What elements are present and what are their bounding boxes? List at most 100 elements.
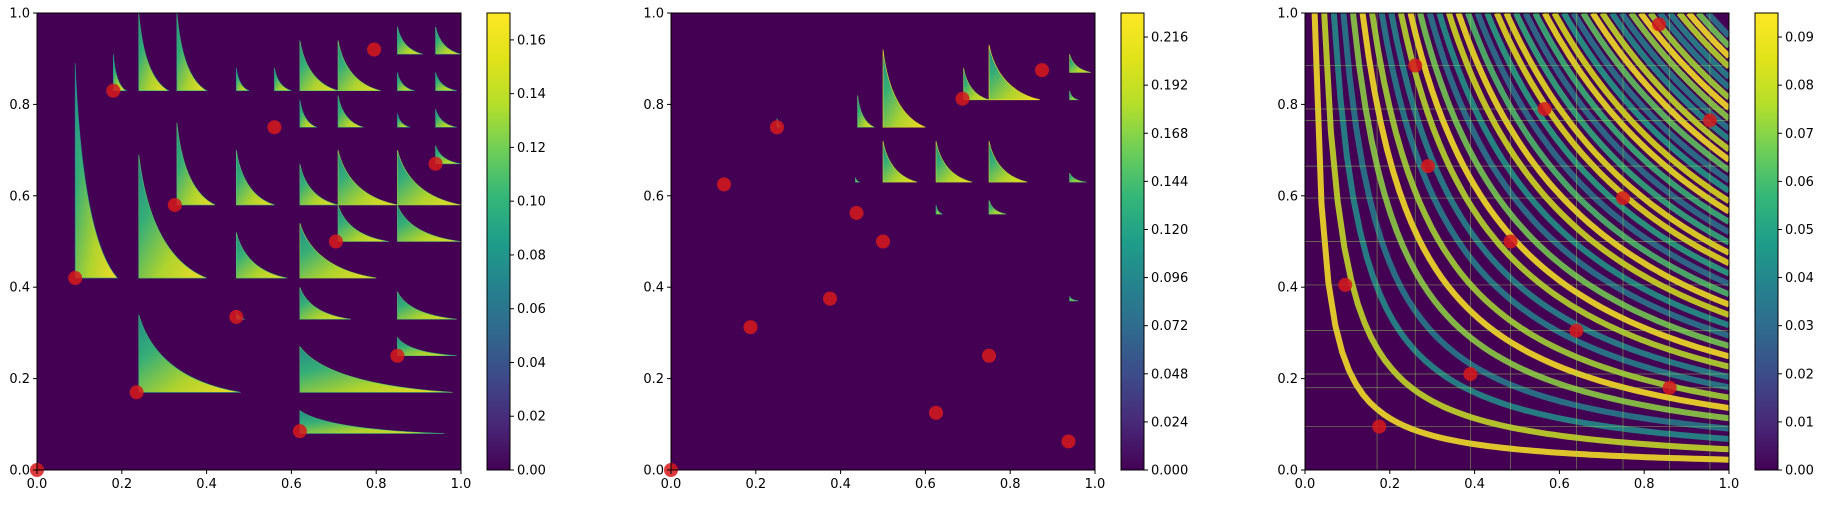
region-1-3 <box>176 12 208 91</box>
contour-band-34 <box>1628 13 1729 121</box>
sample-point-2-5 <box>849 205 864 220</box>
contour-band-30 <box>1590 13 1729 163</box>
y-tick-label: 0.2 <box>1277 372 1298 387</box>
colorbar-tick-label: 0.10 <box>517 195 546 210</box>
contour-band-40 <box>1686 13 1729 59</box>
region-1-5 <box>274 67 292 91</box>
plot-frame-3 <box>1304 12 1730 471</box>
sample-point-2-10 <box>1035 63 1049 78</box>
contour-band-15 <box>1446 13 1729 318</box>
x-tick-label: 1.0 <box>451 477 472 492</box>
colorbar-tick-label: 0.14 <box>517 87 546 102</box>
sample-point-3-9 <box>1652 17 1667 32</box>
region-2-9 <box>1069 172 1087 183</box>
x-axis-3: 0.0 0.2 0.4 0.6 0.8 1.0 <box>1295 470 1740 492</box>
contour-band-28 <box>1570 13 1729 184</box>
sample-point-1-4 <box>167 197 182 212</box>
colorbar-tick-label: 0.08 <box>517 248 546 263</box>
y-tick-label: 1.0 <box>1277 7 1298 22</box>
x-tick-label: 0.8 <box>366 477 387 492</box>
sample-point-2-4 <box>823 291 837 306</box>
contour-band-18 <box>1474 13 1729 287</box>
region-1-25 <box>235 232 288 279</box>
sample-point-1-7 <box>292 424 307 439</box>
region-2-5 <box>1069 90 1079 101</box>
region-2-11 <box>988 200 1007 215</box>
x-axis-2: 0.0 0.2 0.4 0.6 0.8 1.0 <box>661 470 1106 492</box>
colorbar-ticks-3: 0.00 0.01 0.02 0.03 0.04 0.05 0.06 0.07 0.08 0.09 <box>1778 31 1814 479</box>
y-tick-label: 0.4 <box>1277 281 1298 296</box>
colorbar-tick-label: 0.00 <box>1785 464 1814 479</box>
region-2-10 <box>935 204 943 215</box>
region-1-17 <box>176 122 216 206</box>
sample-point-3-11 <box>1702 113 1717 128</box>
region-1-30 <box>138 314 241 393</box>
y-tick-label: 1.0 <box>9 7 30 22</box>
sample-point-1-11 <box>428 156 443 171</box>
colorbar-tick-label: 0.120 <box>1151 223 1188 238</box>
contour-band-29 <box>1580 13 1729 173</box>
y-tick-label: 0.4 <box>643 281 664 296</box>
x-tick-label: 1.0 <box>1719 477 1740 492</box>
region-1-7 <box>337 40 381 91</box>
contour-band-37 <box>1657 13 1729 90</box>
region-1-0 <box>74 63 119 279</box>
region-1-31 <box>299 345 453 393</box>
x-tick-label: 0.2 <box>111 477 132 492</box>
y-axis-3: 0.0 0.2 0.4 0.6 0.8 1.0 <box>1277 7 1305 479</box>
colorbar-tick-label: 0.04 <box>517 356 546 371</box>
y-tick-label: 0.6 <box>1277 189 1298 204</box>
panel-1: 0.0 0.2 0.4 0.6 0.8 1.0 0.0 0.2 0.4 0.6 0.8 1.0 0.… <box>9 7 546 493</box>
colorbar-tick-label: 0.024 <box>1151 415 1188 430</box>
contour-band-39 <box>1676 13 1729 70</box>
panel-3: 0.0 0.2 0.4 0.6 0.8 1.0 0.0 0.2 0.4 0.6 0.8 1.0 0.… <box>1277 7 1814 493</box>
x-tick-label: 0.8 <box>1634 477 1655 492</box>
region-1-1 <box>113 54 128 91</box>
x-tick-label: 0.4 <box>196 477 217 492</box>
region-1-24 <box>397 204 462 242</box>
region-2-6 <box>882 140 917 183</box>
colorbar-tick-label: 0.048 <box>1151 367 1188 382</box>
region-2-1 <box>882 49 926 128</box>
y-tick-label: 0.2 <box>643 372 664 387</box>
y-tick-label: 0.0 <box>1277 464 1298 479</box>
sample-point-3-5 <box>1503 234 1518 249</box>
sample-point-3-10 <box>1662 380 1677 395</box>
colorbar-tick-label: 0.08 <box>1785 79 1814 94</box>
colorbar-tick-label: 0.144 <box>1151 175 1188 190</box>
region-1-12 <box>299 99 317 128</box>
region-1-32 <box>397 336 457 357</box>
colorbar-ticks-1: 0.00 0.02 0.04 0.06 0.08 0.10 0.12 0.14 0.16 <box>510 33 546 479</box>
y-tick-label: 0.8 <box>1277 98 1298 113</box>
x-tick-label: 0.8 <box>1000 477 1021 492</box>
contour-field-3 <box>1305 13 1729 470</box>
colorbar-tick-label: 0.096 <box>1151 271 1188 286</box>
colorbar-tick-label: 0.12 <box>517 141 546 156</box>
x-tick-label: 1.0 <box>1085 477 1106 492</box>
sample-point-2-11 <box>1061 434 1076 449</box>
y-tick-label: 0.4 <box>9 281 30 296</box>
region-1-28 <box>397 291 457 320</box>
heatmap-regions-2 <box>776 44 1091 302</box>
region-1-15 <box>435 108 457 128</box>
region-2-8 <box>988 140 1028 183</box>
colorbar-ticks-2: 0.000 0.024 0.048 0.072 0.096 0.120 0.144 0.168… <box>1144 31 1188 479</box>
sample-point-1-3 <box>129 385 144 400</box>
colorbar-tick-label: 0.216 <box>1151 31 1188 46</box>
region-1-16 <box>138 154 207 279</box>
plot-frame-1 <box>36 12 462 471</box>
colorbar-tick-label: 0.04 <box>1785 271 1814 286</box>
region-1-2 <box>138 12 170 91</box>
region-1-18 <box>235 150 275 206</box>
sample-point-2-8 <box>955 91 970 106</box>
region-2-4 <box>1069 54 1091 73</box>
sample-point-2-7 <box>929 405 943 420</box>
sample-point-2-1 <box>717 177 731 192</box>
region-1-8 <box>397 26 423 55</box>
contour-band-6 <box>1359 13 1729 411</box>
sample-point-3-6 <box>1537 101 1552 116</box>
colorbar-tick-label: 0.06 <box>517 302 546 317</box>
y-tick-label: 0.6 <box>9 189 30 204</box>
contour-band-26 <box>1551 13 1729 204</box>
